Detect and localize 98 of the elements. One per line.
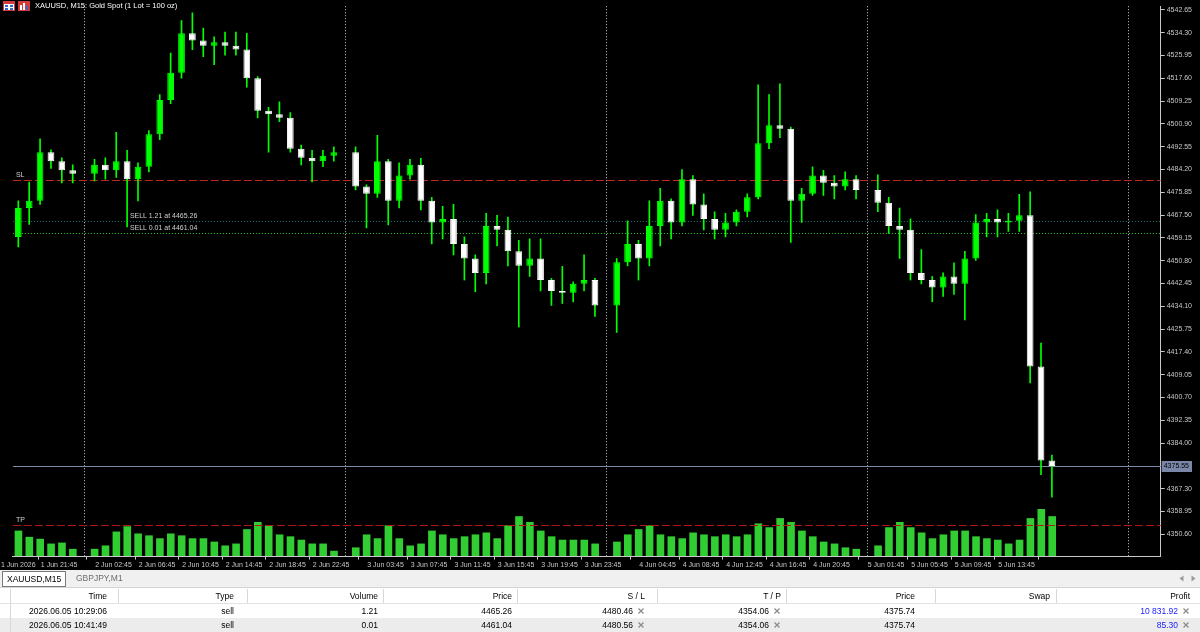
bar — [624, 534, 632, 557]
text: 4465.26 — [481, 605, 512, 618]
bar — [613, 541, 621, 557]
bar — [906, 527, 915, 557]
bar — [526, 521, 534, 557]
bar — [439, 534, 447, 557]
bar — [232, 543, 240, 557]
bar — [264, 525, 273, 557]
text: Price — [492, 590, 512, 603]
bar — [134, 533, 142, 557]
text: sell — [221, 605, 234, 618]
bar — [896, 521, 904, 557]
bar — [449, 538, 458, 557]
bar — [536, 530, 545, 557]
bar — [417, 543, 425, 557]
text: 4480.56 — [602, 619, 633, 632]
bar — [689, 532, 697, 557]
bar — [254, 521, 262, 557]
bar — [939, 534, 948, 557]
bar — [1048, 516, 1056, 557]
bar — [123, 526, 132, 557]
text: Price — [895, 590, 915, 603]
text: XAUUSD,M15 — [2, 571, 67, 587]
candlestick — [210, 36, 218, 65]
bar — [275, 534, 284, 557]
bar — [308, 543, 317, 557]
bar — [580, 539, 589, 557]
bar — [711, 536, 719, 557]
candlestick — [222, 31, 228, 56]
text: 0.01 — [361, 619, 378, 632]
bar — [406, 545, 414, 557]
bar — [993, 539, 1002, 557]
text: 10 831.92 — [1140, 605, 1178, 618]
bar — [678, 538, 687, 557]
bar — [166, 533, 175, 557]
text: 4354.06 — [738, 605, 769, 618]
bar — [395, 538, 404, 557]
bar — [351, 547, 360, 557]
bar — [983, 538, 991, 557]
candlestick — [25, 181, 33, 225]
bar — [591, 543, 599, 557]
bar — [700, 534, 708, 557]
text: 1.21 — [361, 605, 378, 618]
bar — [69, 548, 77, 557]
bar — [798, 530, 806, 557]
text: 4480.46 — [602, 605, 633, 618]
text: 2026.06.05 10:41:49 — [29, 619, 107, 632]
text: 4375.74 — [884, 619, 915, 632]
bar — [787, 521, 795, 557]
bar — [808, 536, 817, 557]
bar — [221, 545, 229, 557]
text: 4354.06 — [738, 619, 769, 632]
candlestick — [515, 240, 523, 328]
text: T / P — [763, 590, 781, 603]
candlestick — [1048, 454, 1056, 498]
candlestick — [69, 164, 77, 184]
bar — [58, 542, 66, 557]
text: GBPJPY,M1 — [75, 572, 124, 585]
bar — [743, 534, 752, 557]
bar — [765, 527, 774, 557]
bar — [504, 525, 512, 557]
candlestick — [112, 132, 120, 178]
candlestick — [1015, 193, 1023, 232]
bar — [656, 534, 665, 557]
text: Profit — [1170, 590, 1190, 603]
text: Type — [215, 590, 234, 603]
bar — [721, 534, 730, 557]
bar — [362, 534, 371, 557]
bar — [428, 530, 436, 557]
text: 2026.06.05 10:29:06 — [29, 605, 107, 618]
candlestick — [330, 146, 338, 162]
bar — [885, 527, 893, 557]
text: S / L — [627, 590, 645, 603]
bar — [493, 538, 502, 557]
bar — [961, 530, 969, 557]
bar — [874, 545, 882, 557]
text: 85.30 — [1156, 619, 1178, 632]
bar — [145, 535, 153, 557]
candlestick — [777, 83, 783, 139]
bar — [471, 534, 480, 557]
bar — [36, 538, 45, 557]
bar — [319, 543, 327, 557]
bar — [243, 529, 251, 557]
bar — [156, 538, 164, 557]
bar — [1037, 509, 1046, 557]
candlestick — [199, 27, 207, 58]
bar — [950, 530, 959, 557]
bar — [515, 516, 523, 557]
text: Time — [88, 590, 107, 603]
text: sell — [221, 619, 234, 632]
bar — [972, 536, 980, 557]
text: Volume — [349, 590, 378, 603]
text: 4461.04 — [481, 619, 512, 632]
text: 4375.74 — [884, 605, 915, 618]
bar — [776, 518, 784, 557]
text: Swap — [1028, 590, 1050, 603]
candlestick — [526, 238, 534, 277]
bar — [47, 543, 55, 557]
